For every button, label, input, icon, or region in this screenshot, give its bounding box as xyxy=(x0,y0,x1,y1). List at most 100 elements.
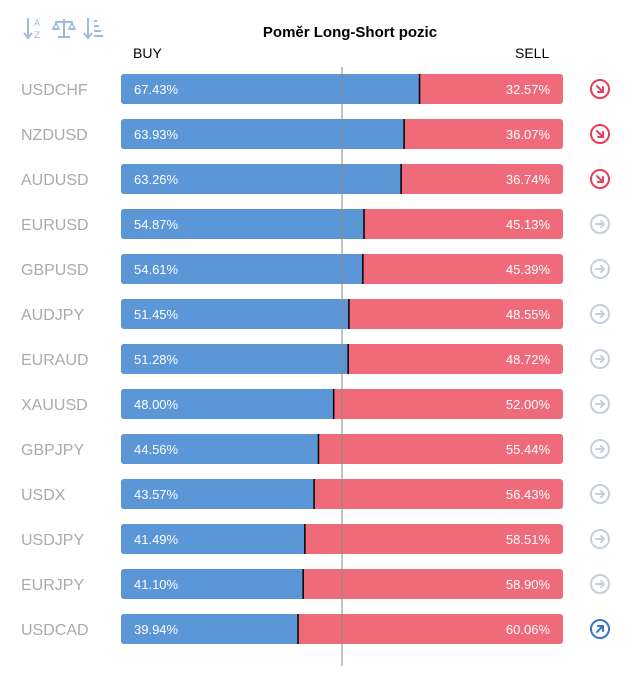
trend-arrow xyxy=(596,175,604,183)
buy-column-label: BUY xyxy=(133,45,162,61)
buy-bar xyxy=(121,254,363,284)
arrow-right-icon[interactable] xyxy=(590,214,610,234)
trend-arrow xyxy=(595,355,605,363)
buy-bar-edge xyxy=(294,614,298,644)
sell-percent-label: 36.74% xyxy=(506,172,551,187)
pair-label: USDCHF xyxy=(21,82,88,99)
buy-percent-label: 51.28% xyxy=(134,352,179,367)
buy-bar-edge xyxy=(345,299,349,329)
arrow-right-icon[interactable] xyxy=(590,439,610,459)
pair-label: USDJPY xyxy=(21,532,84,549)
pair-label: GBPUSD xyxy=(21,262,89,279)
chart-title: Poměr Long-Short pozic xyxy=(262,24,438,41)
arrow-right-icon[interactable] xyxy=(590,394,610,414)
sell-percent-label: 32.57% xyxy=(506,82,551,97)
arrow-right-icon[interactable] xyxy=(590,574,610,594)
buy-bar xyxy=(121,614,298,644)
pair-label: EURAUD xyxy=(21,352,89,369)
trend-arrow xyxy=(595,535,605,543)
buy-bar xyxy=(121,479,314,509)
trend-arrow xyxy=(595,400,605,408)
buy-percent-label: 44.56% xyxy=(134,442,179,457)
buy-bar-edge xyxy=(344,344,348,374)
sell-percent-label: 58.51% xyxy=(506,532,551,547)
buy-bar xyxy=(121,119,404,149)
buy-bar-edge xyxy=(397,164,401,194)
buy-bar-edge xyxy=(310,479,314,509)
sell-percent-label: 60.06% xyxy=(506,622,551,637)
arrow-right-icon[interactable] xyxy=(590,529,610,549)
pair-label: EURJPY xyxy=(21,577,84,594)
sort-alpha-icon[interactable]: A Z xyxy=(22,14,46,42)
buy-percent-label: 63.26% xyxy=(134,172,179,187)
buy-bar-edge xyxy=(330,389,334,419)
arrow-down-right-icon[interactable] xyxy=(590,79,610,99)
sell-percent-label: 45.13% xyxy=(506,217,551,232)
buy-percent-label: 41.10% xyxy=(134,577,179,592)
sell-column-label: SELL xyxy=(515,45,550,61)
arrow-right-icon[interactable] xyxy=(590,484,610,504)
buy-percent-label: 41.49% xyxy=(134,532,179,547)
trend-arrow xyxy=(596,130,604,138)
sell-percent-label: 52.00% xyxy=(506,397,551,412)
buy-bar xyxy=(121,164,401,194)
buy-bar-edge xyxy=(400,119,404,149)
trend-arrow xyxy=(595,445,605,453)
trend-arrow xyxy=(595,220,605,228)
pair-label: USDX xyxy=(21,487,66,504)
buy-bar xyxy=(121,389,334,419)
buy-percent-label: 48.00% xyxy=(134,397,179,412)
buy-bar xyxy=(121,299,349,329)
buy-bar xyxy=(121,209,364,239)
buy-bar-edge xyxy=(299,569,303,599)
buy-percent-label: 51.45% xyxy=(134,307,179,322)
sell-percent-label: 48.55% xyxy=(506,307,551,322)
trend-arrow xyxy=(595,580,605,588)
sell-percent-label: 45.39% xyxy=(506,262,551,277)
pair-label: GBPJPY xyxy=(21,442,84,459)
buy-bar xyxy=(121,434,318,464)
pair-label: NZDUSD xyxy=(21,127,88,144)
sell-percent-label: 56.43% xyxy=(506,487,551,502)
buy-percent-label: 54.61% xyxy=(134,262,179,277)
sell-percent-label: 48.72% xyxy=(506,352,551,367)
svg-text:Z: Z xyxy=(34,31,40,41)
buy-percent-label: 43.57% xyxy=(134,487,179,502)
pair-label: EURUSD xyxy=(21,217,89,234)
buy-percent-label: 63.93% xyxy=(134,127,179,142)
arrow-up-right-icon[interactable] xyxy=(590,619,610,639)
sell-percent-label: 58.90% xyxy=(506,577,551,592)
buy-percent-label: 39.94% xyxy=(134,622,179,637)
arrow-right-icon[interactable] xyxy=(590,349,610,369)
pair-label: USDCAD xyxy=(21,622,89,639)
pair-label: AUDUSD xyxy=(21,172,89,189)
trend-arrow xyxy=(595,265,605,273)
buy-bar-edge xyxy=(359,254,363,284)
sell-percent-label: 55.44% xyxy=(506,442,551,457)
buy-bar-edge xyxy=(416,74,420,104)
arrow-right-icon[interactable] xyxy=(590,259,610,279)
buy-bar xyxy=(121,74,420,104)
sell-percent-label: 36.07% xyxy=(506,127,551,142)
buy-percent-label: 67.43% xyxy=(134,82,179,97)
buy-bar xyxy=(121,524,305,554)
sort-list-icon[interactable] xyxy=(82,14,106,42)
buy-percent-label: 54.87% xyxy=(134,217,179,232)
buy-bar-edge xyxy=(314,434,318,464)
pair-label: XAUUSD xyxy=(21,397,88,414)
buy-bar-edge xyxy=(301,524,305,554)
arrow-down-right-icon[interactable] xyxy=(590,169,610,189)
arrow-down-right-icon[interactable] xyxy=(590,124,610,144)
balance-icon[interactable] xyxy=(52,14,76,42)
trend-arrow xyxy=(596,625,604,633)
arrow-right-icon[interactable] xyxy=(590,304,610,324)
trend-arrow xyxy=(595,310,605,318)
trend-arrow xyxy=(596,85,604,93)
svg-text:A: A xyxy=(34,19,41,29)
pair-label: AUDJPY xyxy=(21,307,84,324)
buy-bar-edge xyxy=(360,209,364,239)
buy-bar xyxy=(121,569,303,599)
trend-arrow xyxy=(595,490,605,498)
buy-bar xyxy=(121,344,348,374)
